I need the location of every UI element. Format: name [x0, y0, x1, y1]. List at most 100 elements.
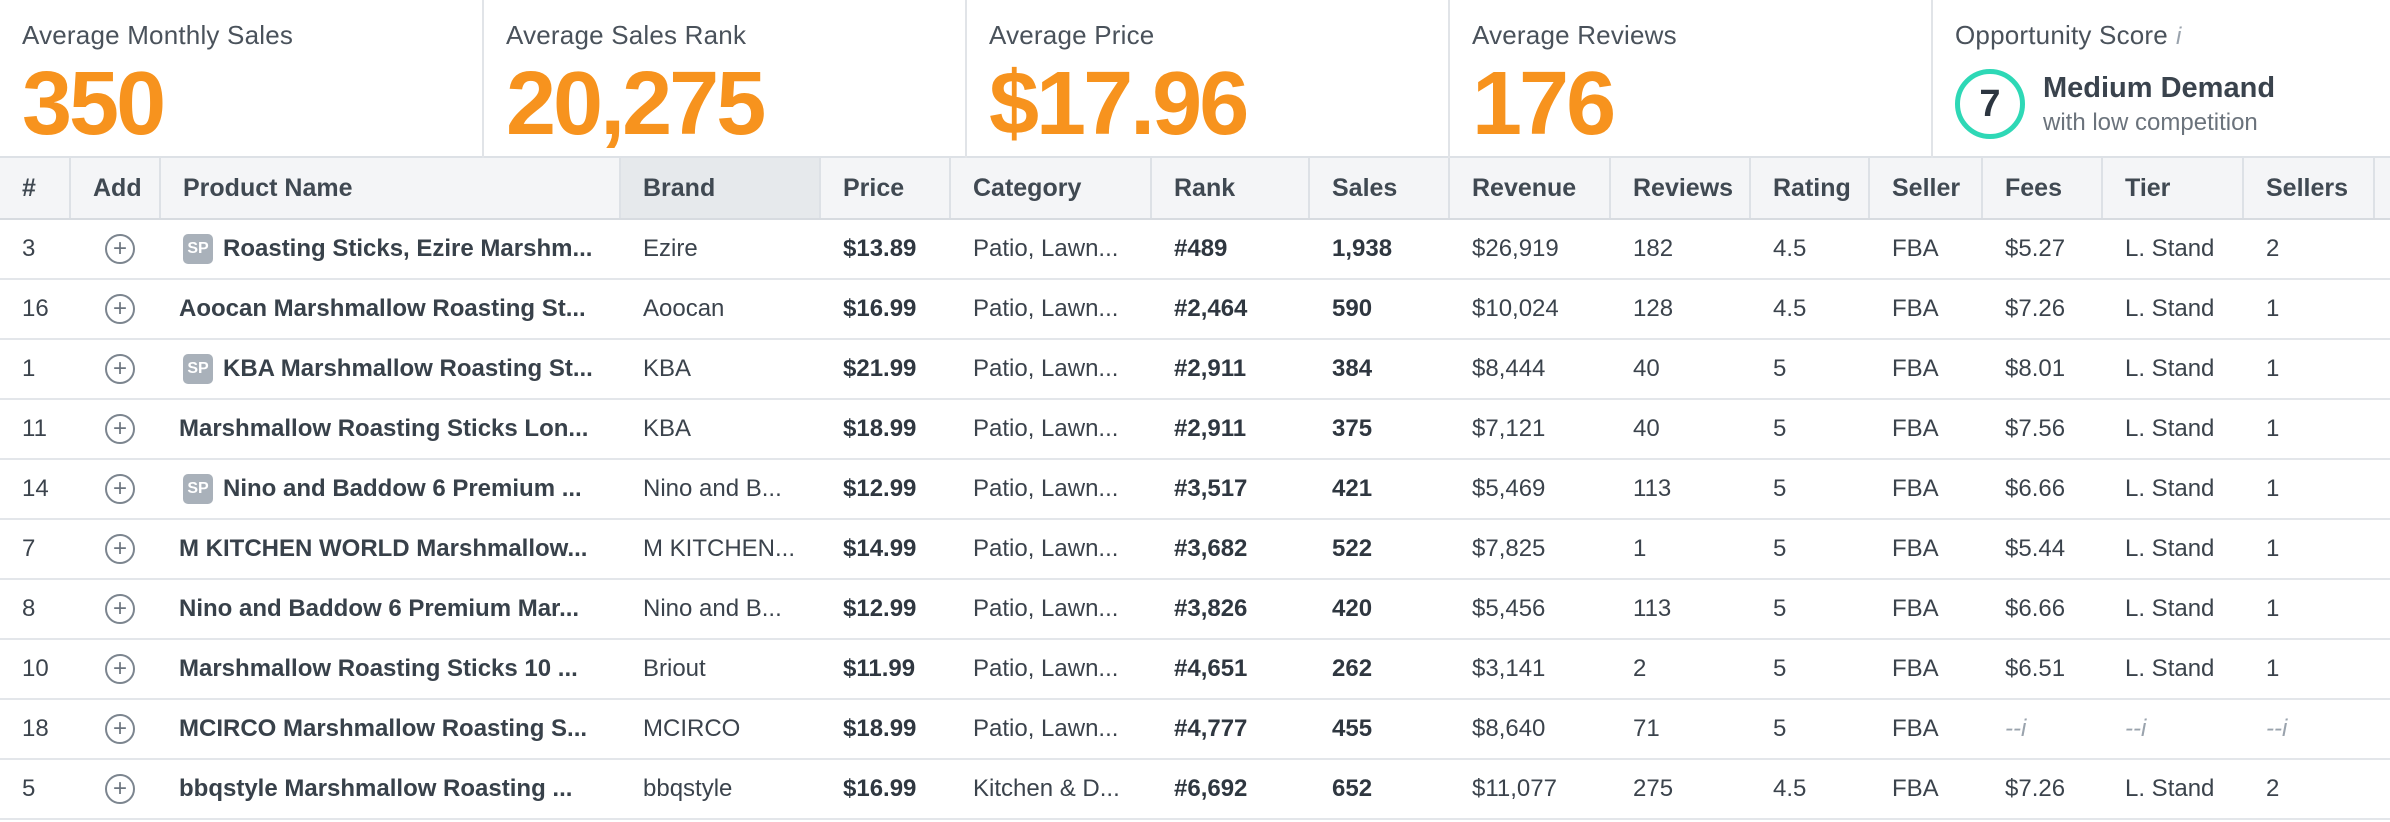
table-row[interactable]: 3 + SP Roasting Sticks, Ezire Marshm... Ezir…: [0, 220, 2390, 280]
size-tier: L. Stand: [2125, 415, 2215, 442]
category: Patio, Lawn...: [973, 355, 1119, 382]
add-product-icon[interactable]: +: [105, 354, 135, 384]
table-row[interactable]: 5 + bbqstyle Marshmallow Roasting ... bbqst…: [0, 760, 2390, 820]
add-product-icon[interactable]: +: [105, 714, 135, 744]
col-rank-header[interactable]: Rank: [1152, 158, 1310, 218]
add-product-icon[interactable]: +: [105, 534, 135, 564]
add-product-icon[interactable]: +: [105, 234, 135, 264]
opportunity-row: 7 Medium Demand with low competition: [1955, 69, 2390, 139]
col-number-header[interactable]: #: [0, 158, 71, 218]
product-name-cell[interactable]: M KITCHEN WORLD Marshmallow...: [161, 520, 621, 578]
table-row[interactable]: 10 + Marshmallow Roasting Sticks 10 ... Bri…: [0, 640, 2390, 700]
reviews: 1: [1633, 535, 1647, 562]
table-row[interactable]: 8 + Nino and Baddow 6 Premium Mar... Nino a…: [0, 580, 2390, 640]
sales: 262: [1332, 655, 1373, 682]
product-name-cell[interactable]: Aoocan Marshmallow Roasting St...: [161, 280, 621, 338]
sellers-count: 2: [2266, 235, 2280, 262]
sales: 1,938: [1332, 235, 1393, 262]
table-row[interactable]: 18 + MCIRCO Marshmallow Roasting S... MCIRC…: [0, 700, 2390, 760]
add-product-icon[interactable]: +: [105, 594, 135, 624]
reviews: 40: [1633, 415, 1660, 442]
reviews: 2: [1633, 655, 1647, 682]
size-tier: L. Stand: [2125, 235, 2215, 262]
table-row[interactable]: 7 + M KITCHEN WORLD Marshmallow... M KITCHE…: [0, 520, 2390, 580]
product-name-cell[interactable]: Nino and Baddow 6 Premium Mar...: [161, 580, 621, 638]
product-name-cell[interactable]: SP Nino and Baddow 6 Premium ...: [161, 460, 621, 518]
add-cell: +: [71, 220, 161, 278]
table-row[interactable]: 16 + Aoocan Marshmallow Roasting St... Aooc…: [0, 280, 2390, 340]
revenue: $7,121: [1472, 415, 1546, 442]
col-add-header[interactable]: Add: [71, 158, 161, 218]
col-sellers-header[interactable]: Sellers: [2244, 158, 2375, 218]
add-cell: +: [71, 640, 161, 698]
product-name-cell[interactable]: SP Roasting Sticks, Ezire Marshm...: [161, 220, 621, 278]
row-number: 7: [22, 535, 36, 562]
price: $12.99: [843, 475, 917, 502]
table-row[interactable]: 14 + SP Nino and Baddow 6 Premium ... Nino a…: [0, 460, 2390, 520]
product-name[interactable]: bbqstyle Marshmallow Roasting ...: [179, 775, 573, 802]
product-name[interactable]: Nino and Baddow 6 Premium ...: [223, 475, 582, 502]
seller-type: FBA: [1892, 235, 1939, 262]
rating: 4.5: [1773, 235, 1807, 262]
col-revenue-header[interactable]: Revenue: [1450, 158, 1611, 218]
rank: #2,911: [1174, 355, 1247, 382]
product-name[interactable]: MCIRCO Marshmallow Roasting S...: [179, 715, 588, 742]
col-category-header[interactable]: Category: [951, 158, 1152, 218]
product-name[interactable]: KBA Marshmallow Roasting St...: [223, 355, 593, 382]
table-row[interactable]: 1 + SP KBA Marshmallow Roasting St... KBA $21…: [0, 340, 2390, 400]
product-name-cell[interactable]: MCIRCO Marshmallow Roasting S...: [161, 700, 621, 758]
seller-type: FBA: [1892, 475, 1939, 502]
product-name[interactable]: Nino and Baddow 6 Premium Mar...: [179, 595, 580, 622]
reviews: 128: [1633, 295, 1674, 322]
sellers-count: 1: [2266, 535, 2280, 562]
product-name[interactable]: Roasting Sticks, Ezire Marshm...: [223, 235, 593, 262]
rating: 5: [1773, 595, 1787, 622]
product-name-cell[interactable]: bbqstyle Marshmallow Roasting ...: [161, 760, 621, 818]
col-product-name-header[interactable]: Product Name: [161, 158, 621, 218]
info-icon[interactable]: i: [2175, 23, 2182, 50]
row-number: 3: [22, 235, 36, 262]
fees: $6.66: [2005, 595, 2066, 622]
col-brand-header[interactable]: Brand: [621, 158, 821, 218]
category: Patio, Lawn...: [973, 535, 1119, 562]
fees: $7.56: [2005, 415, 2066, 442]
rank: #2,464: [1174, 295, 1248, 322]
add-product-icon[interactable]: +: [105, 414, 135, 444]
price: $16.99: [843, 295, 917, 322]
brand: Ezire: [643, 235, 698, 262]
sponsored-badge: SP: [183, 234, 213, 264]
product-name-cell[interactable]: Marshmallow Roasting Sticks 10 ...: [161, 640, 621, 698]
reviews: 113: [1633, 595, 1672, 622]
col-seller-header[interactable]: Seller: [1870, 158, 1983, 218]
seller-type: FBA: [1892, 355, 1939, 382]
product-name[interactable]: Marshmallow Roasting Sticks Lon...: [179, 415, 589, 442]
col-price-header[interactable]: Price: [821, 158, 951, 218]
category: Patio, Lawn...: [973, 595, 1119, 622]
product-name-cell[interactable]: Marshmallow Roasting Sticks Lon...: [161, 400, 621, 458]
row-number: 10: [22, 655, 49, 682]
table-row[interactable]: 11 + Marshmallow Roasting Sticks Lon... KBA…: [0, 400, 2390, 460]
product-name[interactable]: M KITCHEN WORLD Marshmallow...: [179, 535, 588, 562]
add-product-icon[interactable]: +: [105, 774, 135, 804]
col-tier-header[interactable]: Tier: [2103, 158, 2244, 218]
add-product-icon[interactable]: +: [105, 654, 135, 684]
add-cell: +: [71, 340, 161, 398]
sales: 384: [1332, 355, 1373, 382]
product-name[interactable]: Marshmallow Roasting Sticks 10 ...: [179, 655, 578, 682]
col-rating-header[interactable]: Rating: [1751, 158, 1870, 218]
fees: --i: [2005, 715, 2027, 742]
col-sales-header[interactable]: Sales: [1310, 158, 1450, 218]
sponsored-badge: SP: [183, 354, 213, 384]
add-product-icon[interactable]: +: [105, 294, 135, 324]
stat-avg-monthly-sales: Average Monthly Sales 350: [0, 0, 484, 158]
stat-value: $17.96: [989, 54, 1249, 154]
col-reviews-header[interactable]: Reviews: [1611, 158, 1751, 218]
product-name-cell[interactable]: SP KBA Marshmallow Roasting St...: [161, 340, 621, 398]
col-fees-header[interactable]: Fees: [1983, 158, 2103, 218]
add-product-icon[interactable]: +: [105, 474, 135, 504]
reviews: 71: [1633, 715, 1660, 742]
category: Patio, Lawn...: [973, 235, 1119, 262]
product-name[interactable]: Aoocan Marshmallow Roasting St...: [179, 295, 586, 322]
row-number: 16: [22, 295, 49, 322]
opportunity-subtitle: with low competition: [2043, 108, 2258, 136]
